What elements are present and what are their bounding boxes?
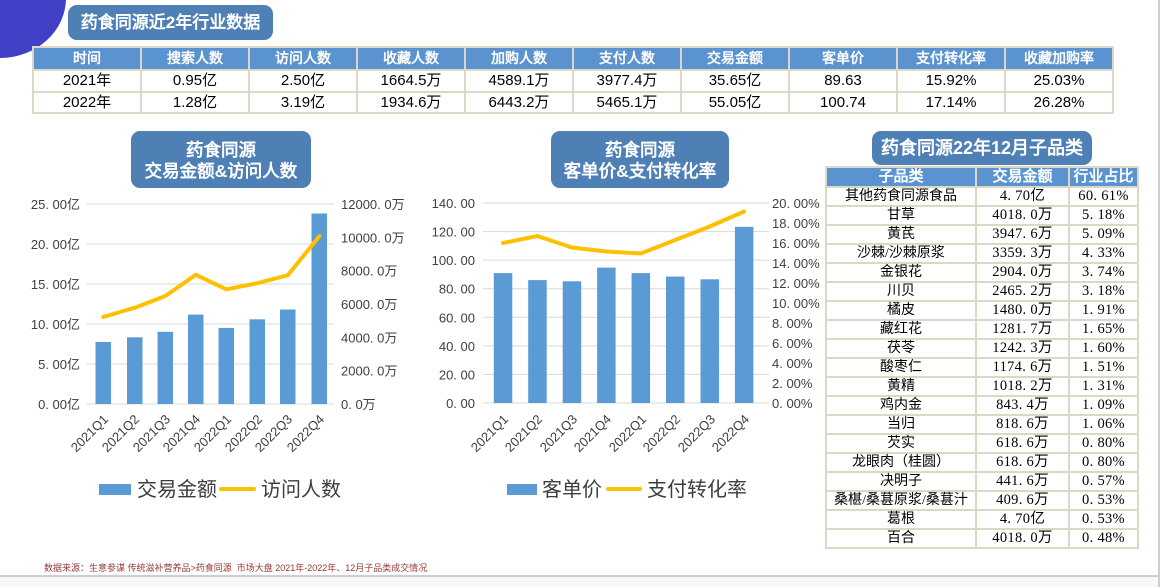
svg-text:5. 00亿: 5. 00亿 <box>38 357 80 372</box>
svg-text:2. 00%: 2. 00% <box>772 376 813 391</box>
svg-text:10. 00亿: 10. 00亿 <box>31 317 80 332</box>
svg-text:8000. 0万: 8000. 0万 <box>341 264 397 279</box>
svg-text:12000. 0万: 12000. 0万 <box>341 197 405 212</box>
svg-text:15. 00亿: 15. 00亿 <box>31 277 80 292</box>
svg-text:40. 00: 40. 00 <box>439 339 475 354</box>
svg-text:2000. 0万: 2000. 0万 <box>341 364 397 379</box>
svg-text:10000. 0万: 10000. 0万 <box>341 230 405 245</box>
svg-text:12. 00%: 12. 00% <box>772 276 820 291</box>
svg-text:14. 00%: 14. 00% <box>772 256 820 271</box>
svg-text:16. 00%: 16. 00% <box>772 236 820 251</box>
svg-text:4000. 0万: 4000. 0万 <box>341 330 397 345</box>
svg-text:60. 00: 60. 00 <box>439 310 475 325</box>
svg-text:8. 00%: 8. 00% <box>772 316 813 331</box>
svg-text:20. 00%: 20. 00% <box>772 196 820 211</box>
svg-text:120. 00: 120. 00 <box>432 225 475 240</box>
svg-text:0. 00: 0. 00 <box>446 396 475 411</box>
svg-text:0. 0万: 0. 0万 <box>341 397 376 412</box>
svg-text:0. 00亿: 0. 00亿 <box>38 397 80 412</box>
svg-text:6. 00%: 6. 00% <box>772 336 813 351</box>
svg-text:10. 00%: 10. 00% <box>772 296 820 311</box>
svg-text:2021Q2: 2021Q2 <box>502 412 545 455</box>
svg-text:6000. 0万: 6000. 0万 <box>341 297 397 312</box>
svg-text:80. 00: 80. 00 <box>439 282 475 297</box>
svg-text:20. 00亿: 20. 00亿 <box>31 237 80 252</box>
svg-text:0. 00%: 0. 00% <box>772 396 813 411</box>
svg-text:2021Q4: 2021Q4 <box>571 412 614 455</box>
svg-text:100. 00: 100. 00 <box>432 253 475 268</box>
svg-text:4. 00%: 4. 00% <box>772 356 813 371</box>
svg-text:20. 00: 20. 00 <box>439 367 475 382</box>
svg-text:140. 00: 140. 00 <box>432 196 475 211</box>
svg-text:18. 00%: 18. 00% <box>772 216 820 231</box>
svg-text:25. 00亿: 25. 00亿 <box>31 197 80 212</box>
svg-text:2022Q4: 2022Q4 <box>709 412 752 455</box>
svg-text:2022Q2: 2022Q2 <box>640 412 683 455</box>
